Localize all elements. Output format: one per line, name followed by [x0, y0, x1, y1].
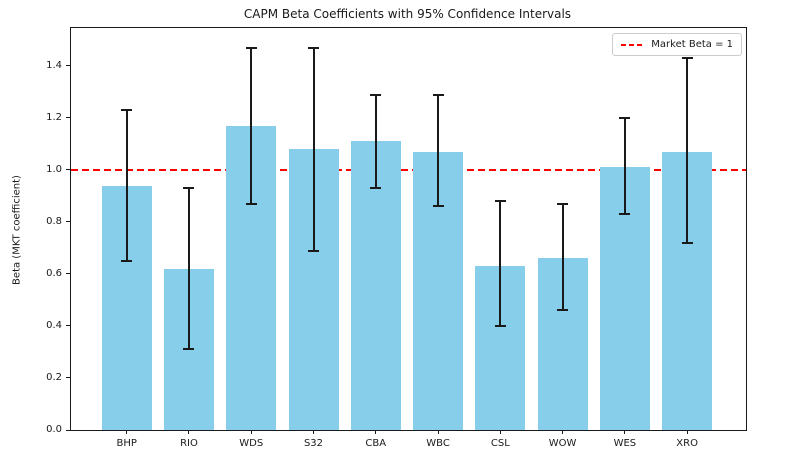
x-tick-wds [250, 430, 252, 434]
market-beta-reference-line [71, 168, 746, 171]
error-cap-top-csl [494, 200, 506, 203]
x-tick-label-xro: XRO [676, 438, 698, 449]
y-axis-label: Beta (MKT coefficient) [11, 175, 23, 285]
x-tick-label-wbc: WBC [426, 438, 450, 449]
error-bar-wes [623, 117, 626, 215]
y-tick-0.6 [66, 273, 70, 275]
error-cap-top-rio [183, 187, 195, 190]
error-cap-top-bhp [121, 109, 133, 112]
x-tick-label-bhp: BHP [116, 438, 137, 449]
y-tick-0.4 [66, 325, 70, 327]
red-dashed-line-icon [621, 43, 645, 46]
error-cap-top-wow [557, 202, 569, 205]
error-cap-bottom-rio [183, 348, 195, 351]
x-tick-label-csl: CSL [490, 438, 510, 449]
error-cap-bottom-bhp [121, 259, 133, 262]
x-tick-label-cba: CBA [365, 438, 387, 449]
legend: Market Beta = 1 [612, 33, 742, 56]
y-tick-label-1.0: 1.0 [46, 163, 62, 175]
y-tick-1.4 [66, 65, 70, 67]
error-bar-rio [187, 188, 190, 350]
y-tick-label-0.8: 0.8 [46, 215, 62, 227]
y-tick-1.0 [66, 169, 70, 171]
error-bar-cba [374, 94, 377, 189]
chart-title: CAPM Beta Coefficients with 95% Confiden… [243, 7, 572, 21]
x-tick-wow [562, 430, 564, 434]
y-tick-0.8 [66, 221, 70, 223]
error-bar-xro [686, 58, 689, 243]
y-tick-label-1.4: 1.4 [46, 59, 62, 71]
x-tick-csl [499, 430, 501, 434]
error-cap-top-wbc [432, 93, 444, 96]
error-bar-wds [250, 47, 253, 204]
x-tick-label-rio: RIO [180, 438, 198, 449]
error-bar-bhp [125, 110, 128, 261]
error-cap-bottom-wbc [432, 205, 444, 208]
error-cap-bottom-xro [681, 241, 693, 244]
error-bar-csl [499, 201, 502, 326]
error-cap-bottom-cba [370, 187, 382, 190]
y-tick-label-0.6: 0.6 [46, 267, 62, 279]
y-tick-label-1.2: 1.2 [46, 111, 62, 123]
error-cap-bottom-wes [619, 213, 631, 216]
error-bar-s32 [312, 47, 315, 251]
bar-cba [350, 141, 401, 430]
y-tick-1.2 [66, 117, 70, 119]
y-tick-label-0.0: 0.0 [46, 424, 62, 435]
x-tick-rio [188, 430, 190, 434]
x-tick-label-s32: S32 [303, 438, 324, 449]
x-tick-label-wes: WES [613, 438, 637, 449]
y-tick-0.2 [66, 377, 70, 379]
error-cap-bottom-s32 [308, 249, 319, 252]
error-cap-top-wds [245, 46, 257, 49]
error-cap-bottom-wow [557, 309, 569, 312]
x-tick-xro [686, 430, 688, 434]
x-tick-label-wow: WOW [548, 438, 577, 449]
y-tick-label-0.4: 0.4 [46, 319, 62, 331]
error-cap-top-s32 [308, 46, 319, 49]
y-tick-label-0.2: 0.2 [46, 371, 62, 383]
error-cap-top-wes [619, 116, 631, 119]
error-cap-top-cba [370, 93, 382, 96]
plot-area: Market Beta = 1 BHP RIO WDS S32 CBA WBC CSL WOW… [46, 27, 747, 449]
x-tick-s32 [313, 430, 314, 434]
x-tick-bhp [126, 430, 128, 434]
error-cap-top-xro [681, 57, 693, 60]
error-bar-wow [561, 203, 564, 311]
x-tick-wbc [437, 430, 439, 434]
legend-label: Market Beta = 1 [651, 39, 733, 50]
y-tick-0.0 [66, 429, 70, 431]
x-tick-label-wds: WDS [239, 438, 264, 449]
x-tick-wes [624, 430, 626, 434]
error-cap-bottom-wds [245, 202, 257, 205]
error-bar-wbc [437, 94, 440, 207]
x-tick-cba [375, 430, 377, 434]
error-cap-bottom-csl [494, 324, 506, 327]
